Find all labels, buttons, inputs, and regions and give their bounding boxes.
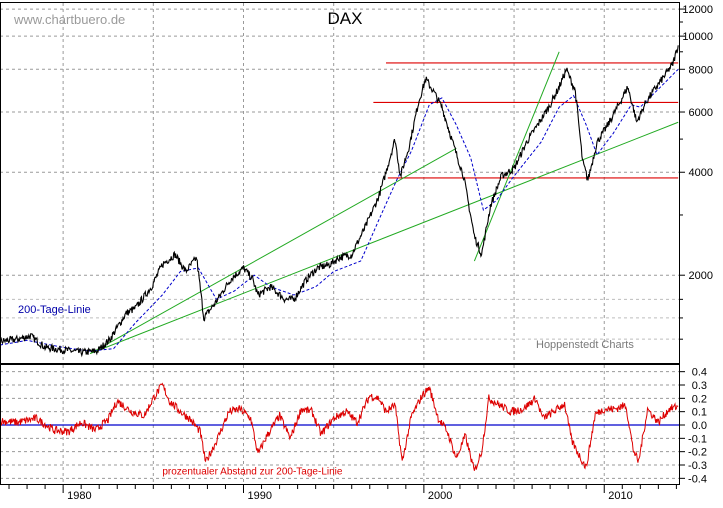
y-tick-label: -0.2 (688, 447, 707, 459)
ma-series-line (0, 68, 679, 352)
lower-y-axis: 0.40.30.2 0.10.0-0.1 -0.2-0.3-0.4 (680, 367, 707, 485)
trend-line (473, 51, 560, 262)
y-tick-label: 0.0 (692, 420, 707, 432)
x-tick-label: 2010 (608, 490, 632, 502)
x-tick-label: 1990 (248, 490, 272, 502)
y-tick-label: 0.2 (692, 393, 707, 405)
lower-panel-lines (0, 382, 680, 471)
x-tick-label: 1980 (67, 490, 91, 502)
chart-title: DAX (328, 9, 363, 28)
deviation-series-line (0, 382, 679, 471)
y-tick-label: 6000 (689, 107, 713, 119)
y-tick-label: 8000 (689, 64, 713, 76)
trend-line (89, 147, 457, 355)
upper-y-axis: 12000 10000 8000 6000 4000 2000 (680, 4, 713, 340)
y-tick-label: 0.4 (692, 367, 707, 379)
source-label: Hoppenstedt Charts (536, 339, 634, 351)
deviation-annotation: prozentualer Abstand zur 200-Tage-Linie (162, 467, 343, 478)
y-tick-label: 10000 (682, 31, 713, 43)
y-tick-label: -0.4 (688, 473, 707, 485)
y-tick-label: 0.3 (692, 380, 707, 392)
ma-annotation: 200-Tage-Linie (18, 304, 91, 316)
y-tick-label: 0.1 (692, 407, 707, 419)
dax-series-line (0, 45, 679, 358)
upper-panel-frame (0, 2, 680, 364)
x-tick-label: 2000 (428, 490, 452, 502)
y-tick-label: 12000 (682, 4, 713, 16)
y-tick-label: -0.1 (688, 433, 707, 445)
lower-panel-frame (0, 364, 680, 485)
y-tick-label: 2000 (689, 270, 713, 282)
watermark: www.chartbuero.de (13, 12, 125, 27)
x-axis: 1980 1990 2000 2010 (8, 485, 677, 502)
trend-line (90, 121, 679, 355)
y-tick-label: 4000 (689, 167, 713, 179)
upper-panel-lines (0, 45, 679, 358)
y-tick-label: -0.3 (688, 460, 707, 472)
